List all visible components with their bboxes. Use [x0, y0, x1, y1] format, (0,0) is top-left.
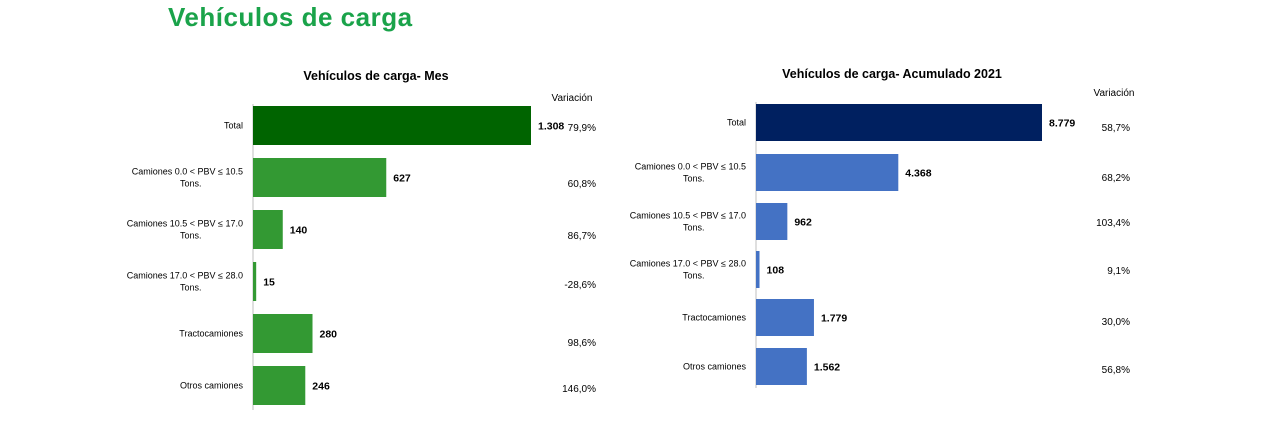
acumulado-bar-3: [756, 251, 760, 288]
acumulado-variation-0: 58,7%: [1102, 123, 1130, 134]
mes-value-label-5: 246: [312, 381, 330, 393]
mes-variation-5: 146,0%: [562, 384, 596, 395]
acumulado-bar-1: [756, 154, 899, 191]
acumulado-category-label-0-0: Total: [727, 118, 746, 128]
acumulado-variation-header: Variación: [1094, 88, 1135, 99]
acumulado-bar-5: [756, 348, 807, 385]
mes-value-label-1: 627: [393, 173, 411, 185]
acumulado-bar-2: [756, 203, 788, 240]
acumulado-bar-4: [756, 299, 814, 336]
mes-value-label-2: 140: [290, 225, 308, 237]
acumulado-value-label-3: 108: [767, 265, 785, 277]
mes-variation-1: 60,8%: [568, 179, 596, 190]
mes-bar-1: [253, 158, 387, 197]
mes-variation-3: -28,6%: [564, 280, 596, 291]
acumulado-value-label-2: 962: [794, 217, 812, 229]
mes-category-label-3-0: Camiones 17.0 < PBV ≤ 28.0: [127, 271, 243, 281]
mes-bar-2: [253, 210, 283, 249]
acumulado-chart-title: Vehículos de carga- Acumulado 2021: [782, 67, 1002, 81]
mes-bar-0: [253, 106, 531, 145]
mes-value-label-0: 1.308: [538, 121, 564, 133]
mes-variation-4: 98,6%: [568, 338, 596, 349]
mes-category-label-3-1: Tons.: [180, 283, 202, 293]
acumulado-category-label-1-1: Tons.: [683, 174, 705, 184]
acumulado-variation-1: 68,2%: [1102, 173, 1130, 184]
acumulado-variation-4: 30,0%: [1102, 317, 1130, 328]
mes-category-label-0-0: Total: [224, 121, 243, 131]
acumulado-value-label-5: 1.562: [814, 362, 840, 374]
mes-chart-title: Vehículos de carga- Mes: [303, 69, 448, 83]
acumulado-value-label-4: 1.779: [821, 313, 847, 325]
acumulado-category-label-4-0: Tractocamiones: [682, 313, 746, 323]
acumulado-category-label-1-0: Camiones 0.0 < PBV ≤ 10.5: [635, 162, 746, 172]
page-title: Vehículos de carga: [168, 2, 413, 32]
mes-bar-3: [253, 262, 257, 301]
mes-category-label-1-1: Tons.: [180, 179, 202, 189]
acumulado-value-label-0: 8.779: [1049, 118, 1075, 130]
acumulado-category-label-3-1: Tons.: [683, 271, 705, 281]
mes-category-label-2-0: Camiones 10.5 < PBV ≤ 17.0: [127, 219, 243, 229]
mes-value-label-4: 280: [320, 329, 338, 341]
acumulado-variation-3: 9,1%: [1107, 266, 1130, 277]
acumulado-variation-5: 56,8%: [1102, 365, 1130, 376]
acumulado-value-label-1: 4.368: [905, 168, 931, 180]
mes-value-label-3: 15: [263, 277, 275, 289]
mes-category-label-4-0: Tractocamiones: [179, 329, 243, 339]
mes-variation-0: 79,9%: [568, 123, 596, 134]
acumulado-bar-0: [756, 104, 1042, 141]
mes-variation-header: Variación: [552, 93, 593, 104]
mes-variation-2: 86,7%: [568, 231, 596, 242]
acumulado-category-label-2-1: Tons.: [683, 223, 705, 233]
acumulado-category-label-3-0: Camiones 17.0 < PBV ≤ 28.0: [630, 259, 746, 269]
mes-category-label-5-0: Otros camiones: [180, 381, 244, 391]
mes-category-label-2-1: Tons.: [180, 231, 202, 241]
acumulado-category-label-2-0: Camiones 10.5 < PBV ≤ 17.0: [630, 211, 746, 221]
mes-category-label-1-0: Camiones 0.0 < PBV ≤ 10.5: [132, 167, 243, 177]
acumulado-variation-2: 103,4%: [1096, 218, 1130, 229]
mes-bar-5: [253, 366, 306, 405]
mes-bar-4: [253, 314, 313, 353]
acumulado-category-label-5-0: Otros camiones: [683, 362, 747, 372]
